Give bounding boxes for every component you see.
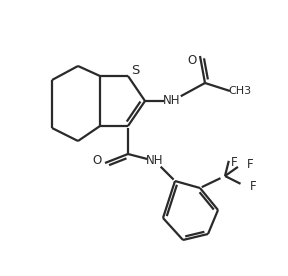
Text: NH: NH (163, 94, 181, 107)
Text: F: F (250, 179, 256, 192)
Text: F: F (247, 158, 253, 171)
Text: S: S (131, 65, 139, 78)
Text: F: F (231, 155, 237, 169)
Text: O: O (187, 54, 197, 67)
Text: CH3: CH3 (228, 86, 251, 96)
Text: O: O (92, 155, 102, 168)
Text: NH: NH (146, 155, 164, 168)
